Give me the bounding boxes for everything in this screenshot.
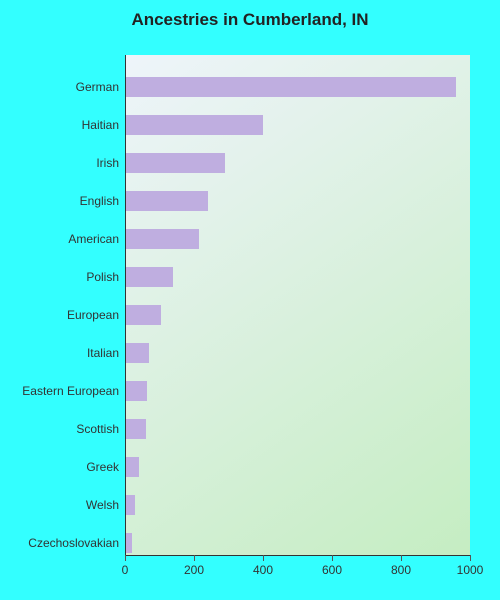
y-axis-label: German [76, 80, 119, 94]
bar-welsh [125, 495, 135, 515]
bar-greek [125, 457, 139, 477]
x-tick [125, 555, 126, 561]
y-axis-label: Scottish [76, 422, 119, 436]
x-tick [263, 555, 264, 561]
y-axis-label: Irish [96, 156, 119, 170]
y-axis-label: Haitian [82, 118, 119, 132]
y-axis-label: Italian [87, 346, 119, 360]
x-axis-label: 600 [322, 563, 342, 577]
bar-german [125, 77, 456, 97]
x-axis-line [125, 555, 470, 556]
x-tick [332, 555, 333, 561]
y-axis-label: Eastern European [22, 384, 119, 398]
y-axis-label: European [67, 308, 119, 322]
bar-european [125, 305, 161, 325]
x-axis-label: 200 [184, 563, 204, 577]
x-axis-label: 400 [253, 563, 273, 577]
bar-scottish [125, 419, 146, 439]
bar-english [125, 191, 208, 211]
x-tick [470, 555, 471, 561]
x-axis-label: 800 [391, 563, 411, 577]
x-tick [401, 555, 402, 561]
y-axis-label: Czechoslovakian [28, 536, 119, 550]
chart-panel: City-Data.com GermanHaitianIrishEnglishA… [10, 40, 490, 590]
y-axis-label: Welsh [86, 498, 119, 512]
y-axis-line [125, 55, 126, 555]
y-axis-label: American [68, 232, 119, 246]
x-axis-label: 1000 [457, 563, 484, 577]
y-axis-label: English [80, 194, 119, 208]
bar-italian [125, 343, 149, 363]
y-axis-label: Polish [86, 270, 119, 284]
y-axis-label: Greek [86, 460, 119, 474]
bar-polish [125, 267, 173, 287]
bar-haitian [125, 115, 263, 135]
x-axis-label: 0 [122, 563, 129, 577]
x-tick [194, 555, 195, 561]
bar-czechoslovakian [125, 533, 132, 553]
bar-american [125, 229, 199, 249]
bar-eastern-european [125, 381, 147, 401]
plot-area [125, 55, 470, 555]
bar-irish [125, 153, 225, 173]
page: Ancestries in Cumberland, IN City-Data.c… [0, 0, 500, 600]
chart-title: Ancestries in Cumberland, IN [0, 10, 500, 30]
